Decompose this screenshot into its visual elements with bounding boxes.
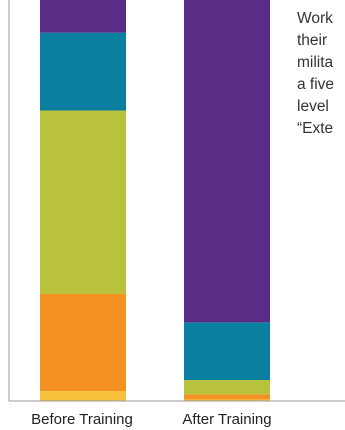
bar-segment-after-5 (184, 0, 270, 323)
bar-segment-before-5 (40, 0, 126, 33)
x-tick-label-before-training: Before Training (31, 411, 133, 428)
note-line: their (297, 32, 328, 49)
bar-segment-before-2 (40, 293, 126, 392)
note-line: “Exte (297, 120, 334, 137)
bar-segments (40, 0, 270, 401)
bar-segment-after-4 (184, 322, 270, 381)
bar-segment-before-1 (40, 391, 126, 401)
note-line: milita (297, 54, 334, 71)
bar-segment-before-3 (40, 110, 126, 294)
note-line: Work (297, 10, 333, 27)
note-line: a five (297, 76, 335, 93)
bar-segment-after-3 (184, 380, 270, 395)
note-line: level (297, 98, 329, 115)
bar-segment-before-4 (40, 32, 126, 111)
side-note-text: Work their milita a five level “Exte (297, 8, 345, 140)
bar-segment-after-2 (184, 394, 270, 400)
x-tick-label-after-training: After Training (182, 411, 271, 428)
bar-segment-after-1 (184, 399, 270, 401)
